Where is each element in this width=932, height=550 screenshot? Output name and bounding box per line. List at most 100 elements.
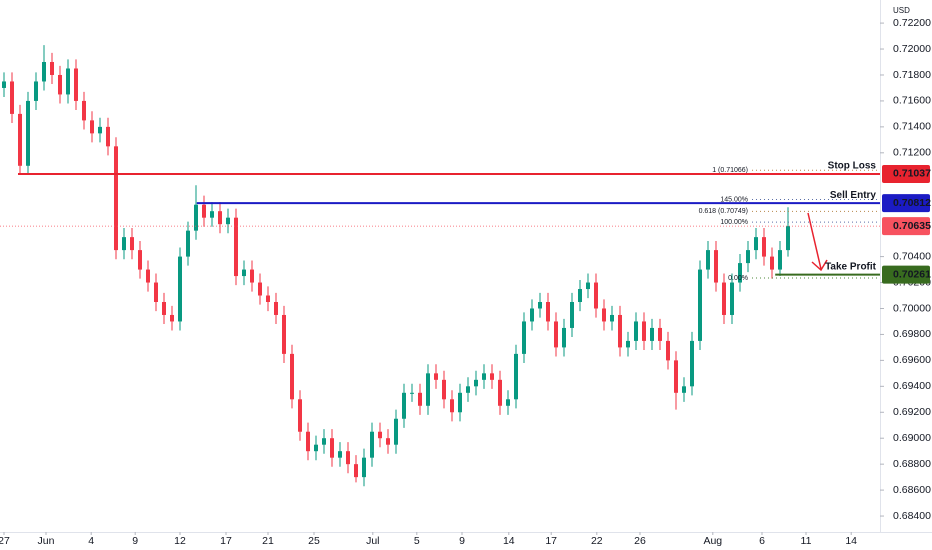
candle-body xyxy=(698,269,702,341)
y-tick-label: 0.71800 xyxy=(893,69,931,81)
y-tick-label: 0.71400 xyxy=(893,121,931,133)
trade-arrow xyxy=(807,212,828,272)
candle-body xyxy=(386,438,390,445)
x-tick-label: 27 xyxy=(0,535,10,547)
candle-body xyxy=(418,392,422,406)
candle-body xyxy=(74,68,78,101)
fib-label: 0.00% xyxy=(728,275,748,282)
fib-label: 0.618 (0.70749) xyxy=(699,208,748,215)
candle-body xyxy=(738,263,742,283)
candle-body xyxy=(146,269,150,283)
y-tick-label: 0.68800 xyxy=(893,458,931,470)
candle-body xyxy=(578,289,582,302)
x-tick-label: 12 xyxy=(174,535,186,547)
candle-body xyxy=(466,386,470,393)
candle-body xyxy=(82,100,86,121)
candle-body xyxy=(626,340,630,348)
candle-body xyxy=(354,464,358,478)
candle-body xyxy=(306,431,310,452)
candle-body xyxy=(90,120,94,134)
candle-body xyxy=(122,237,126,251)
candle-body xyxy=(298,399,302,432)
candle-body xyxy=(234,217,238,277)
level-price: 0.71037 xyxy=(893,168,931,180)
x-tick-label: 22 xyxy=(591,535,603,547)
candle-body xyxy=(114,146,118,251)
candle-body xyxy=(138,250,142,270)
y-tick-label: 0.72000 xyxy=(893,43,931,55)
candle-body xyxy=(410,392,414,394)
last-price-label: 0.70635 xyxy=(893,220,931,232)
candle-body xyxy=(634,321,638,341)
candle-body xyxy=(338,451,342,458)
candle-body xyxy=(434,373,438,380)
candle-body xyxy=(650,327,654,341)
x-tick-label: 6 xyxy=(759,535,765,547)
candle-body xyxy=(266,295,270,302)
candle-body xyxy=(394,418,398,445)
candle-body xyxy=(290,353,294,400)
x-tick-label: 14 xyxy=(845,535,857,547)
y-tick-label: 0.72200 xyxy=(893,17,931,29)
candle-body xyxy=(506,399,510,406)
candle-body xyxy=(330,438,334,458)
y-tick-label: 0.69800 xyxy=(893,328,931,340)
y-tick-label: 0.70000 xyxy=(893,302,931,314)
candle-body xyxy=(754,237,758,251)
candle-body xyxy=(362,457,366,478)
candle-body xyxy=(282,314,286,354)
level-name: Sell Entry xyxy=(830,190,877,201)
candle-body xyxy=(690,340,694,387)
x-tick-label: 9 xyxy=(132,535,138,547)
candle-body xyxy=(610,314,614,322)
candle-body xyxy=(522,321,526,354)
x-tick-label: 25 xyxy=(308,535,320,547)
candle-body xyxy=(58,74,62,95)
candle-body xyxy=(530,308,534,322)
x-tick-label: 14 xyxy=(503,535,515,547)
candle-body xyxy=(370,431,374,458)
candle-body xyxy=(666,340,670,361)
candle-body xyxy=(194,204,198,231)
candle-body xyxy=(546,301,550,322)
candle-body xyxy=(562,327,566,348)
candle-body xyxy=(210,211,214,218)
candle-body xyxy=(426,373,430,406)
x-tick-label: 17 xyxy=(545,535,557,547)
candle-body xyxy=(474,379,478,387)
y-tick-label: 0.69400 xyxy=(893,380,931,392)
x-tick-label: Aug xyxy=(703,535,722,547)
candle-body xyxy=(2,81,6,88)
x-tick-label: 21 xyxy=(262,535,274,547)
candle-body xyxy=(570,301,574,328)
candle-body xyxy=(514,353,518,400)
candle-body xyxy=(682,386,686,393)
fib-label: 1 (0.71066) xyxy=(712,167,748,174)
x-tick-label: 5 xyxy=(414,535,420,547)
candle-body xyxy=(642,321,646,341)
y-tick-label: 0.69200 xyxy=(893,406,931,418)
candle-body xyxy=(770,256,774,270)
candle-body xyxy=(786,226,790,251)
fib-label: 145.00% xyxy=(720,196,748,203)
candle-body xyxy=(50,62,54,75)
candle-body xyxy=(106,126,110,147)
candle-body xyxy=(778,250,782,270)
candle-body xyxy=(554,321,558,348)
candle-body xyxy=(274,301,278,315)
last-price-tag xyxy=(882,217,930,236)
level-tag xyxy=(882,164,930,183)
candle-body xyxy=(674,360,678,393)
y-tick-label: 0.68400 xyxy=(893,510,931,522)
x-tick-label: 4 xyxy=(88,535,94,547)
candle-body xyxy=(26,100,30,166)
candle-body xyxy=(714,250,718,283)
level-tag xyxy=(882,265,930,284)
x-tick-label: Jul xyxy=(366,535,379,547)
candle-body xyxy=(170,314,174,322)
candle-body xyxy=(186,230,190,257)
candle-body xyxy=(442,379,446,400)
candle-body xyxy=(162,301,166,315)
candle-body xyxy=(202,204,206,218)
candle-body xyxy=(618,314,622,348)
